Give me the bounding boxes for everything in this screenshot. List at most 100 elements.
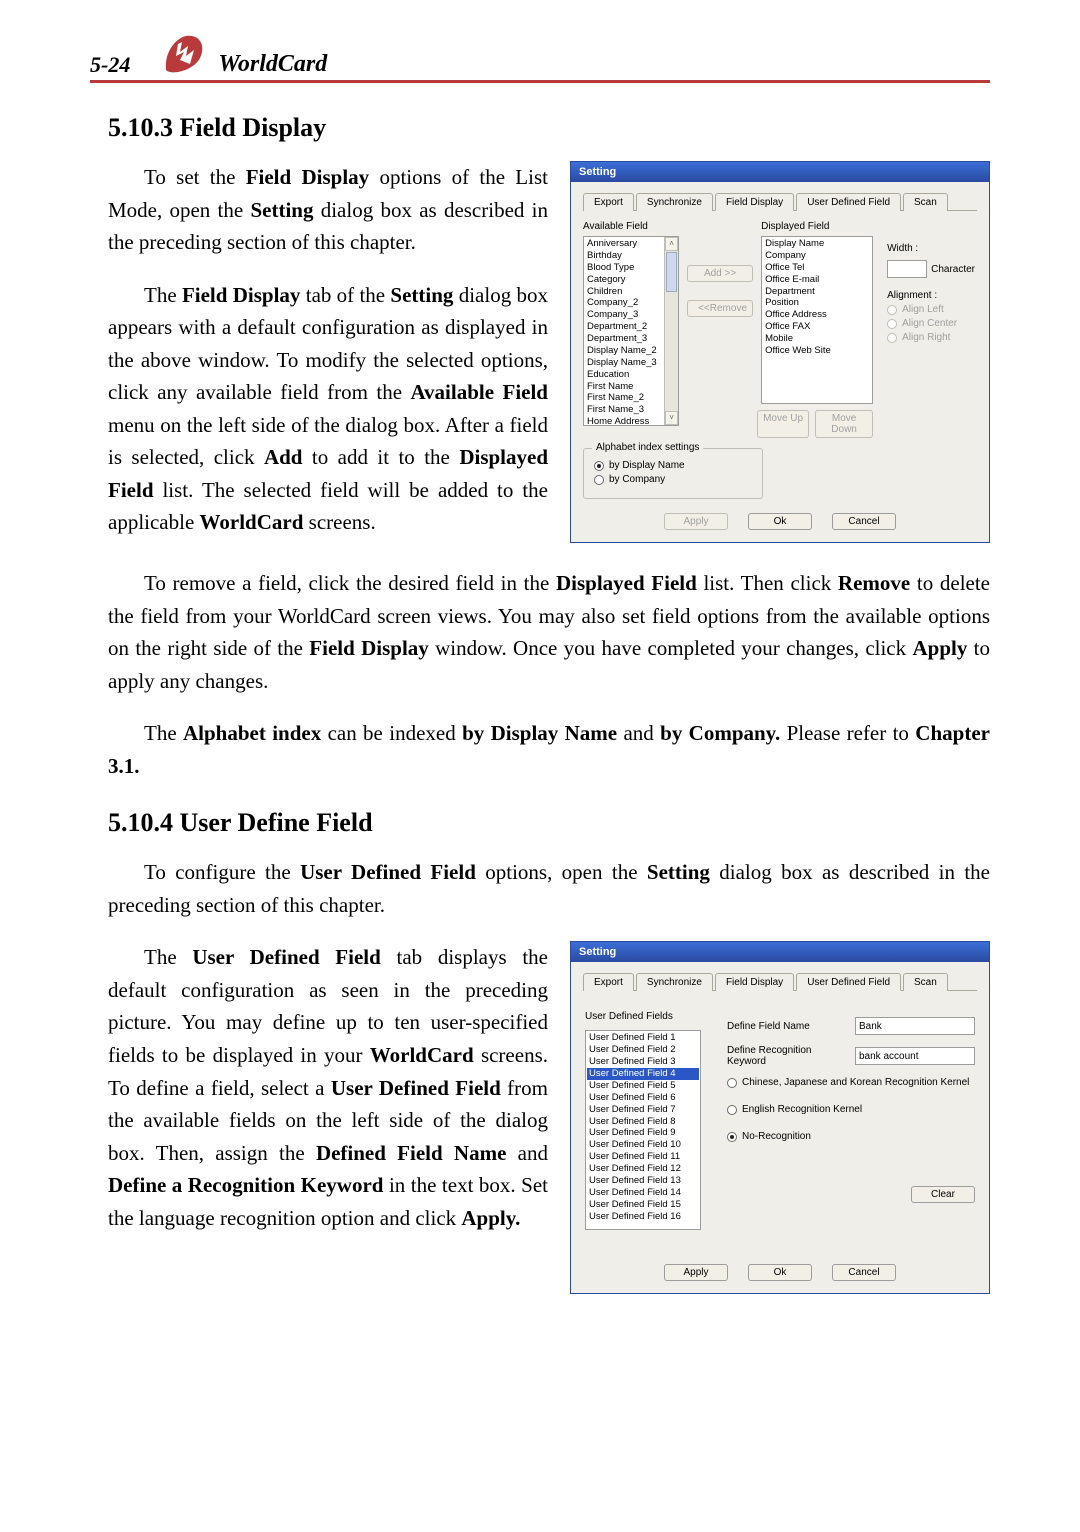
english-kernel-radio[interactable]: English Recognition Kernel: [727, 1104, 975, 1115]
available-field-label: Available Field: [583, 221, 679, 232]
no-recognition-radio[interactable]: No-Recognition: [727, 1131, 975, 1142]
radio-label: Align Center: [902, 318, 957, 329]
list-item[interactable]: Company: [763, 250, 871, 262]
cancel-button[interactable]: Cancel: [832, 1264, 896, 1281]
dialog-tabs: ExportSynchronizeField DisplayUser Defin…: [583, 972, 977, 991]
text-bold: Defined Field Name: [316, 1141, 506, 1165]
width-input[interactable]: [887, 260, 927, 278]
text-bold: Define a Recognition Keyword: [108, 1173, 383, 1197]
scroll-down-icon[interactable]: ˅: [665, 411, 678, 425]
list-item[interactable]: User Defined Field 3: [587, 1056, 699, 1068]
by-display-name-radio[interactable]: by Display Name: [594, 460, 752, 471]
text-bold: Apply: [912, 636, 967, 660]
list-item[interactable]: Mobile: [763, 333, 871, 345]
list-item[interactable]: User Defined Field 6: [587, 1092, 699, 1104]
list-item[interactable]: User Defined Field 11: [587, 1151, 699, 1163]
by-company-radio[interactable]: by Company: [594, 474, 752, 485]
define-field-name-input[interactable]: Bank: [855, 1017, 975, 1035]
tab-export[interactable]: Export: [583, 193, 634, 211]
text: and: [506, 1141, 548, 1165]
radio-label: Chinese, Japanese and Korean Recognition…: [742, 1077, 969, 1088]
align-left-radio[interactable]: Align Left: [887, 304, 975, 315]
list-item[interactable]: Office E-mail: [763, 274, 871, 286]
scroll-thumb[interactable]: [666, 252, 677, 292]
tab-scan[interactable]: Scan: [903, 973, 948, 991]
tab-user-defined-field[interactable]: User Defined Field: [796, 193, 901, 211]
list-item[interactable]: User Defined Field 5: [587, 1080, 699, 1092]
text: window. Once you have com­pleted your ch…: [429, 636, 913, 660]
ok-button[interactable]: Ok: [748, 513, 812, 530]
tab-scan[interactable]: Scan: [903, 193, 948, 211]
user-defined-fields-list[interactable]: User Defined Field 1User Defined Field 2…: [585, 1030, 701, 1230]
text: and: [617, 721, 660, 745]
text: The: [144, 283, 182, 307]
list-item[interactable]: User Defined Field 10: [587, 1139, 699, 1151]
tab-field-display[interactable]: Field Display: [715, 973, 794, 991]
define-keyword-label: Define Recognition Keyword: [727, 1045, 837, 1067]
tab-user-defined-field[interactable]: User Defined Field: [796, 973, 901, 991]
list-item[interactable]: Office Tel: [763, 262, 871, 274]
text-bold: WorldCard: [200, 510, 304, 534]
text: The: [144, 945, 192, 969]
define-keyword-input[interactable]: bank account: [855, 1047, 975, 1065]
section-heading-user-define: 5.10.4 User Define Field: [108, 808, 990, 838]
tab-synchronize[interactable]: Synchronize: [636, 973, 713, 991]
radio-label: by Display Name: [609, 460, 685, 471]
text-bold: WorldCard: [370, 1043, 474, 1067]
ok-button[interactable]: Ok: [748, 1264, 812, 1281]
cjk-kernel-radio[interactable]: Chinese, Japanese and Korean Recognition…: [727, 1077, 975, 1088]
list-item[interactable]: Display Name: [763, 238, 871, 250]
displayed-field-list[interactable]: Display NameCompanyOffice TelOffice E-ma…: [761, 236, 873, 404]
scroll-up-icon[interactable]: ˄: [665, 237, 678, 251]
list-item[interactable]: Department: [763, 286, 871, 298]
page-number: 5-24: [90, 52, 130, 78]
list-item[interactable]: User Defined Field 2: [587, 1044, 699, 1056]
list-item[interactable]: User Defined Field 14: [587, 1187, 699, 1199]
tab-synchronize[interactable]: Synchronize: [636, 193, 713, 211]
move-up-button[interactable]: Move Up: [757, 410, 809, 438]
text: To set the: [144, 165, 246, 189]
list-item[interactable]: User Defined Field 16: [587, 1211, 699, 1223]
list-item[interactable]: Office FAX: [763, 321, 871, 333]
tab-export[interactable]: Export: [583, 973, 634, 991]
add-button[interactable]: Add >>: [687, 265, 753, 282]
available-field-list[interactable]: ˄ ˅ AnniversaryBirthdayBlood TypeCategor…: [583, 236, 679, 426]
dialog-title: Setting: [571, 162, 989, 182]
list-item[interactable]: Position: [763, 297, 871, 309]
cancel-button[interactable]: Cancel: [832, 513, 896, 530]
list-item[interactable]: User Defined Field 13: [587, 1175, 699, 1187]
list-item[interactable]: User Defined Field 8: [587, 1116, 699, 1128]
clear-button[interactable]: Clear: [911, 1186, 975, 1203]
apply-button[interactable]: Apply: [664, 513, 728, 530]
move-down-button[interactable]: Move Down: [815, 410, 873, 438]
para-fd-2: The Field Display tab of the Setting dia…: [108, 279, 548, 539]
list-item[interactable]: User Defined Field 12: [587, 1163, 699, 1175]
alpha-index-group-label: Alphabet index settings: [592, 442, 703, 453]
list-item[interactable]: User Defined Field 1: [587, 1032, 699, 1044]
section-heading-field-display: 5.10.3 Field Display: [108, 113, 990, 143]
list-item[interactable]: User Defined Field 4: [587, 1068, 699, 1080]
text: list. Then click: [697, 571, 838, 595]
text: to add it to the: [302, 445, 459, 469]
list-item[interactable]: User Defined Field 7: [587, 1104, 699, 1116]
text-bold: by Company.: [660, 721, 780, 745]
align-right-radio[interactable]: Align Right: [887, 332, 975, 343]
remove-button[interactable]: <<Remove: [687, 300, 753, 317]
text-bold: Field Display: [309, 636, 429, 660]
para-fd-4: The Alphabet index can be indexed by Dis…: [108, 717, 990, 782]
dialog-user-defined-field: Setting ExportSynchronizeField DisplayUs…: [570, 941, 990, 1294]
apply-button[interactable]: Apply: [664, 1264, 728, 1281]
character-label: Character: [931, 264, 975, 275]
align-center-radio[interactable]: Align Center: [887, 318, 975, 329]
list-item[interactable]: User Defined Field 9: [587, 1127, 699, 1139]
list-item[interactable]: User Defined Field 15: [587, 1199, 699, 1211]
text-bold: Setting: [647, 860, 710, 884]
list-item[interactable]: Office Web Site: [763, 345, 871, 357]
list-item[interactable]: Office Address: [763, 309, 871, 321]
text-bold: User Defined Field: [192, 945, 380, 969]
text-bold: Remove: [838, 571, 910, 595]
text-bold: Field Display: [182, 283, 300, 307]
text: To configure the: [144, 860, 300, 884]
text-bold: Setting: [250, 198, 313, 222]
tab-field-display[interactable]: Field Display: [715, 193, 794, 211]
